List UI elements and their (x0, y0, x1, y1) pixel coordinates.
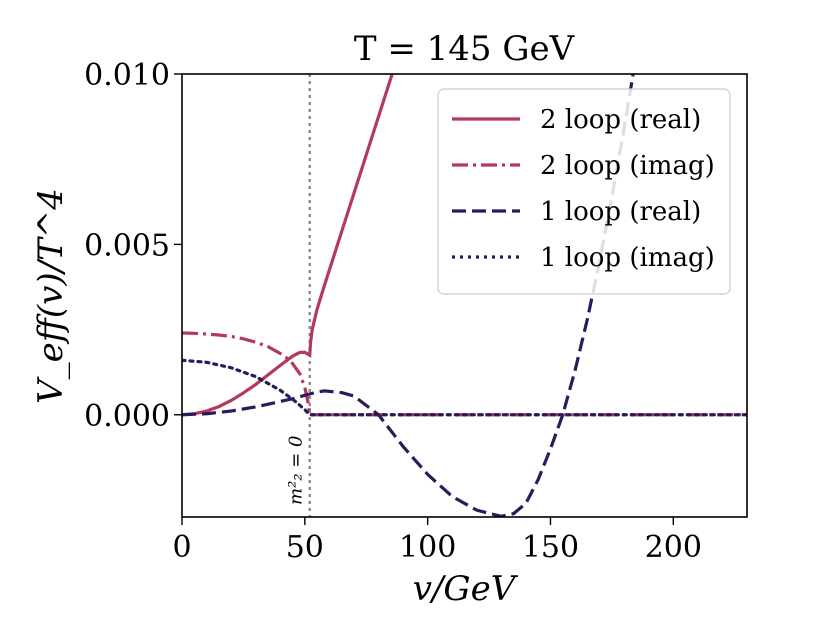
legend-label-3: 1 loop (imag) (540, 243, 715, 273)
legend-box (437, 88, 731, 295)
y-tick-label: 0.000 (84, 399, 170, 434)
series-line-2 (182, 74, 635, 517)
series-line-3 (182, 358, 747, 417)
legend-label-1: 2 loop (imag) (540, 151, 715, 181)
x-axis-ticks: 0 50 100 150 200 (172, 517, 702, 565)
x-axis-title: v/GeV (413, 569, 519, 609)
y-tick-label: 0.010 (84, 58, 170, 93)
x-tick-label: 150 (522, 530, 579, 565)
annotation-layer: m²₂ = 0 (286, 74, 311, 517)
y-tick-label: 0.005 (84, 228, 170, 263)
legend-label-2: 1 loop (real) (540, 197, 701, 227)
x-tick-label: 100 (399, 530, 456, 565)
x-tick-label: 50 (286, 530, 324, 565)
series-line-0 (182, 74, 394, 417)
annotation-label: m²₂ = 0 (286, 436, 307, 505)
y-axis-title: V_eff(v)/T^4 (31, 188, 71, 404)
legend-label-0: 2 loop (real) (540, 105, 701, 135)
legend: 2 loop (real) 2 loop (imag) 1 loop (real) 1… (437, 88, 731, 295)
x-tick-label: 200 (645, 530, 702, 565)
plot-frame (181, 73, 748, 518)
y-axis-ticks: 0.000 0.005 0.010 (84, 58, 182, 434)
series-layer (182, 74, 747, 517)
chart-title: T = 145 GeV (354, 29, 576, 69)
x-tick-label: 0 (172, 530, 191, 565)
